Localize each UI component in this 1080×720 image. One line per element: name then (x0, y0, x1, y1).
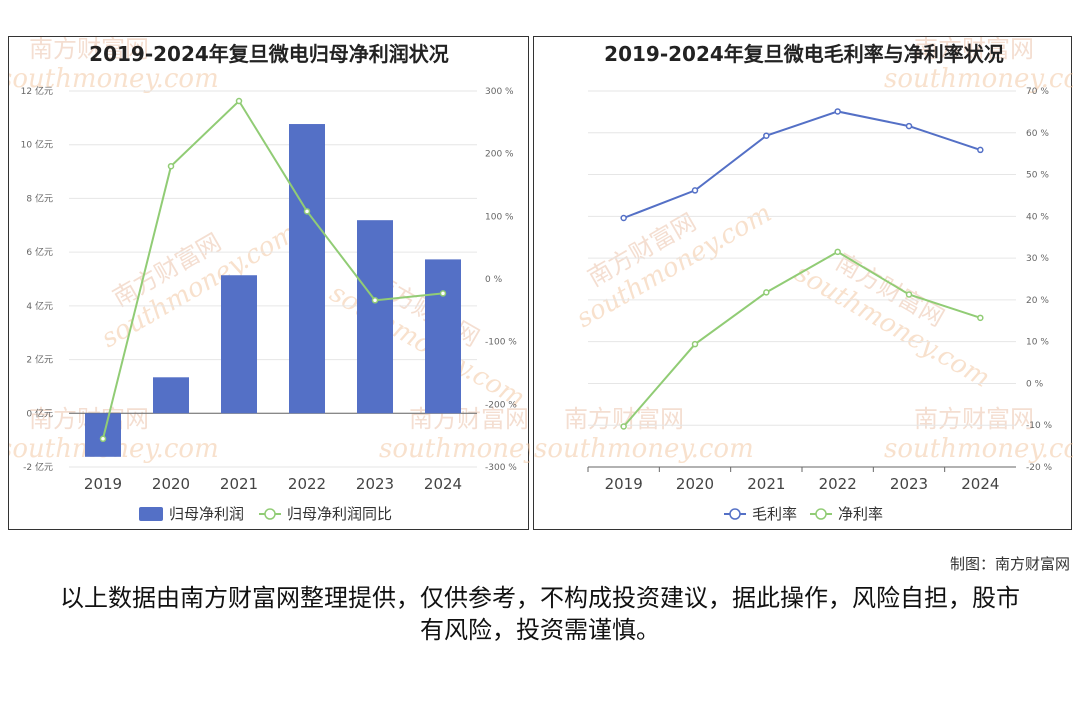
bar (289, 124, 325, 414)
x-tick: 2021 (747, 475, 785, 493)
x-tick: 2022 (288, 475, 326, 493)
margin-chart-panel: 南方财富网 southmoney.com 南方财富网 southmoney.com 南方… (533, 36, 1073, 530)
y-left-tick: 8 亿元 (26, 192, 53, 204)
watermark-en: southmoney.com (9, 64, 219, 94)
gross-margin-line (623, 110, 981, 219)
y-right-tick: -200 % (485, 400, 517, 410)
gross-margin-point (620, 214, 627, 222)
x-tick: 2019 (84, 475, 122, 493)
net-margin-point (763, 289, 770, 296)
yoy-line (102, 99, 444, 440)
gross-margin-point (905, 122, 913, 130)
net-margin-point (691, 340, 699, 348)
y-right-tick: 10 % (1026, 338, 1049, 348)
bar (357, 220, 393, 414)
gross-margin-point (834, 108, 841, 115)
gross-margin-point (977, 146, 984, 154)
y-left-tick: 12 亿元 (21, 85, 53, 97)
y-right-tick: 300 % (485, 87, 514, 97)
x-tick: 2019 (605, 475, 643, 493)
x-tick: 2023 (356, 475, 394, 493)
net-margin-point (620, 423, 627, 430)
x-tick: 2024 (961, 475, 999, 493)
y-right-tick: 30 % (1026, 254, 1049, 264)
net-margin-line (622, 250, 981, 428)
bar (221, 275, 257, 414)
bar (425, 259, 461, 414)
y-right-tick: 40 % (1026, 212, 1049, 222)
profit-chart-panel: 南方财富网 southmoney.com 南方财富网 southmoney.com 南方… (8, 36, 530, 530)
net-margin-point (834, 248, 841, 256)
y-right-tick: 0 % (485, 275, 503, 285)
yoy-point (371, 297, 379, 304)
y-left-tick: 6 亿元 (26, 246, 53, 258)
watermark-cn: 南方财富网 (914, 37, 1034, 63)
y-right-tick: 200 % (485, 150, 514, 160)
legend-label: 毛利率 (752, 505, 797, 523)
watermark-cn: 南方财富网 (914, 405, 1034, 433)
legend-line-label: 归母净利润同比 (287, 505, 392, 523)
x-tick: 2023 (890, 475, 928, 493)
watermark-en: southmoney.com (884, 434, 1073, 464)
x-tick: 2022 (819, 475, 857, 493)
y-left-tick: 2 亿元 (26, 354, 53, 366)
x-tick: 2021 (220, 475, 258, 493)
margin-chart-title: 2019-2024年复旦微电毛利率与净利率状况 (604, 42, 1004, 66)
legend-marker (729, 508, 741, 520)
profit-chart-title: 2019-2024年复旦微电归母净利润状况 (89, 42, 449, 66)
y-right-tick: -300 % (485, 463, 517, 473)
yoy-point (303, 208, 311, 215)
y-right-tick: -10 % (1026, 421, 1053, 431)
y-right-tick: 20 % (1026, 296, 1049, 306)
yoy-point (99, 435, 107, 443)
disclaimer-text: 以上数据由南方财富网整理提供，仅供参考，不构成投资建议，据此操作，风险自担，股市… (60, 584, 1020, 644)
x-tick: 2020 (676, 475, 714, 493)
net-margin-point (905, 291, 913, 298)
watermark-en: southmoney.com (379, 434, 530, 464)
bar (153, 377, 189, 414)
yoy-point (167, 162, 175, 170)
yoy-point (439, 290, 447, 297)
yoy-point (235, 97, 243, 105)
y-right-tick: -100 % (485, 338, 517, 348)
y-left-tick: -2 亿元 (23, 461, 53, 473)
net-margin-point (977, 314, 984, 322)
gross-margin-point (691, 187, 699, 194)
y-right-tick: -20 % (1026, 463, 1053, 473)
legend-bar-swatch (139, 507, 163, 521)
y-right-tick: 60 % (1026, 129, 1049, 139)
y-right-tick: 0 % (1026, 379, 1044, 389)
chart-credit: 制图：南方财富网 (949, 555, 1070, 573)
legend-marker (815, 508, 827, 520)
y-right-tick: 100 % (485, 212, 514, 222)
y-left-tick: 10 亿元 (21, 139, 53, 151)
y-right-tick: 50 % (1026, 171, 1049, 181)
y-left-tick: 4 亿元 (26, 300, 53, 312)
gross-margin-point (763, 132, 770, 139)
y-right-tick: 70 % (1026, 87, 1049, 97)
watermark-en: southmoney.com (884, 64, 1073, 94)
x-tick: 2020 (152, 475, 190, 493)
legend-line-marker (264, 508, 276, 520)
watermark-en: southmoney.com (534, 434, 754, 464)
legend-bar-label: 归母净利润 (169, 505, 244, 523)
watermark-cn: 南方财富网 (29, 37, 149, 63)
x-tick: 2024 (424, 475, 462, 493)
legend-label: 净利率 (838, 505, 883, 523)
y-left-tick: 0 亿元 (26, 407, 53, 419)
